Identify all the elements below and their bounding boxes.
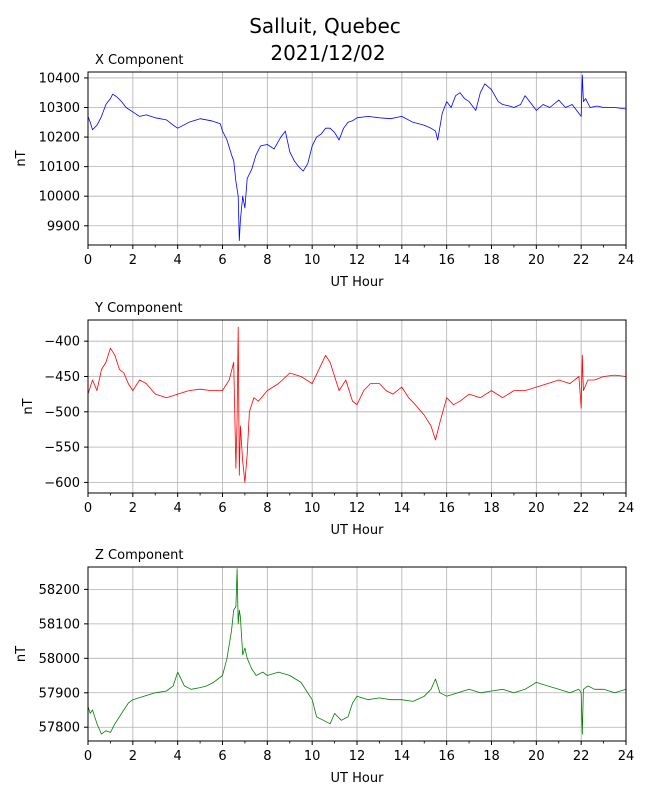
y-component-series-line xyxy=(87,326,627,483)
x-component-ytick-label: 9900 xyxy=(47,219,80,234)
x-component-ytick-label: 10400 xyxy=(39,71,80,86)
z-component-xtick-label: 2 xyxy=(129,749,137,764)
y-component-xtick-label: 16 xyxy=(438,501,455,516)
x-component-xtick-label: 18 xyxy=(483,253,500,268)
z-component-xtick-label: 0 xyxy=(84,749,92,764)
z-component-ytick-label: 58100 xyxy=(39,617,80,632)
y-component-xtick-label: 4 xyxy=(174,501,182,516)
x-component-ytick-label: 10300 xyxy=(39,101,80,116)
z-component-xtick-label: 12 xyxy=(349,749,366,764)
y-component-xlabel: UT Hour xyxy=(331,523,385,538)
x-component-xtick-label: 20 xyxy=(528,253,545,268)
y-component-ytick-label: −450 xyxy=(44,370,80,385)
y-component-xtick-label: 14 xyxy=(394,501,411,516)
y-component-xtick-label: 0 xyxy=(84,501,92,516)
x-component-panel: 0 2 4 6 8 10 12 14 16 18 20 22 249900100001010010200… xyxy=(14,53,634,290)
y-component-xtick-label: 18 xyxy=(483,501,500,516)
y-component-ytick-label: −600 xyxy=(44,476,80,491)
z-component-xtick-label: 6 xyxy=(218,749,226,764)
y-component-ylabel: nT xyxy=(21,398,36,414)
x-component-xtick-label: 12 xyxy=(349,253,366,268)
z-component-xtick-label: 22 xyxy=(573,749,590,764)
x-component-ytick-label: 10100 xyxy=(39,160,80,175)
x-component-ylabel: nT xyxy=(14,150,29,166)
figure-title-date: 2021/12/02 xyxy=(270,41,385,65)
z-component-title: Z Component xyxy=(95,548,184,563)
x-component-xlabel: UT Hour xyxy=(331,275,385,290)
x-component-xtick-label: 4 xyxy=(174,253,182,268)
y-component-xtick-label: 22 xyxy=(573,501,590,516)
z-component-xtick-label: 14 xyxy=(394,749,411,764)
panels: 0 2 4 6 8 10 12 14 16 18 20 22 249900100001010010200… xyxy=(14,53,634,786)
z-component-ytick-label: 57900 xyxy=(39,686,80,701)
x-component-xtick-label: 6 xyxy=(218,253,226,268)
y-component-xtick-label: 6 xyxy=(218,501,226,516)
x-component-title: X Component xyxy=(95,53,184,68)
x-component-series-line xyxy=(87,74,627,241)
z-component-xtick-label: 4 xyxy=(174,749,182,764)
z-component-xtick-label: 24 xyxy=(618,749,635,764)
x-component-xtick-label: 16 xyxy=(438,253,455,268)
z-component-panel: 0 2 4 6 8 10 12 14 16 18 20 22 245780057900580005810… xyxy=(14,548,634,786)
y-component-xtick-label: 24 xyxy=(618,501,635,516)
y-component-xtick-label: 8 xyxy=(263,501,271,516)
x-component-xtick-label: 2 xyxy=(129,253,137,268)
z-component-xtick-label: 16 xyxy=(438,749,455,764)
z-component-xtick-label: 10 xyxy=(304,749,321,764)
z-component-xtick-label: 18 xyxy=(483,749,500,764)
z-component-ytick-label: 57800 xyxy=(39,721,80,736)
x-component-ytick-label: 10000 xyxy=(39,190,80,205)
z-component-ytick-label: 58200 xyxy=(39,583,80,598)
x-component-xtick-label: 8 xyxy=(263,253,271,268)
figure-title-location: Salluit, Quebec xyxy=(249,14,401,38)
z-component-xtick-label: 8 xyxy=(263,749,271,764)
z-component-ylabel: nT xyxy=(14,646,29,662)
y-component-panel: 0 2 4 6 8 10 12 14 16 18 20 22 24−400−450−500−550−60… xyxy=(21,301,634,538)
y-component-xtick-label: 12 xyxy=(349,501,366,516)
z-component-xlabel: UT Hour xyxy=(331,771,385,786)
y-component-title: Y Component xyxy=(94,301,183,316)
x-component-xtick-label: 14 xyxy=(394,253,411,268)
y-component-xtick-label: 20 xyxy=(528,501,545,516)
x-component-xtick-label: 22 xyxy=(573,253,590,268)
y-component-ytick-label: −400 xyxy=(44,335,80,350)
y-component-ytick-label: −500 xyxy=(44,405,80,420)
x-component-xtick-label: 0 xyxy=(84,253,92,268)
x-component-xtick-label: 10 xyxy=(304,253,321,268)
z-component-xtick-label: 20 xyxy=(528,749,545,764)
x-component-xtick-label: 24 xyxy=(618,253,635,268)
z-component-ytick-label: 58000 xyxy=(39,652,80,667)
y-component-ytick-label: −550 xyxy=(44,441,80,456)
y-component-xtick-label: 10 xyxy=(304,501,321,516)
z-component-series-line xyxy=(87,568,627,735)
x-component-ytick-label: 10200 xyxy=(39,131,80,146)
y-component-xtick-label: 2 xyxy=(129,501,137,516)
